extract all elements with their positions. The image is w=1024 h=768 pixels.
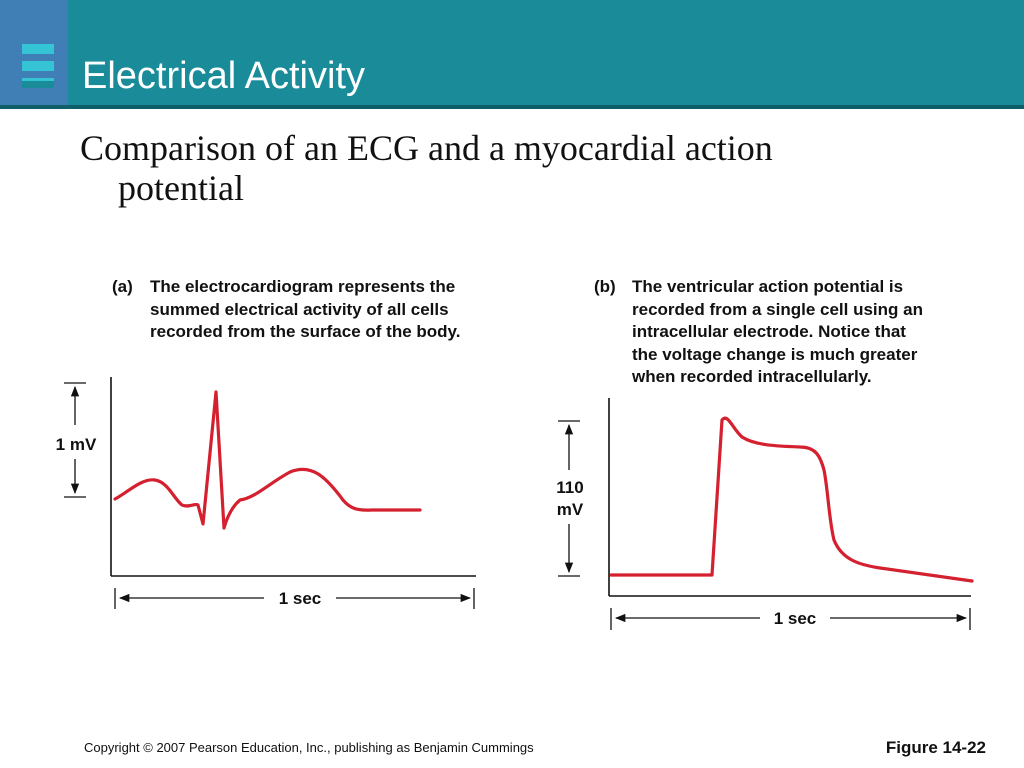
figure-b-caption: (b) The ventricular action potential is … [594, 276, 1014, 386]
figure-a-caption-line: summed electrical activity of all cells [150, 299, 449, 319]
subtitle-line-2: potential [118, 168, 244, 208]
figure-a-caption-line: recorded from the surface of the body. [150, 322, 461, 341]
copyright-text: Copyright © 2007 Pearson Education, Inc.… [84, 740, 534, 755]
figure-b-action-potential-plot: 110 mV 1 sec [556, 398, 974, 630]
header-rule [0, 105, 1024, 109]
figure-b-caption-line: The ventricular action potential is [632, 277, 904, 296]
figure-b-y-scale-label-line-2: mV [557, 500, 584, 519]
figure-a-caption-line: The electrocardiogram represents the [150, 277, 456, 296]
slide-subtitle: Comparison of an ECG and a myocardial ac… [80, 128, 940, 208]
slide-header [0, 0, 1024, 105]
figure-a-y-scale-label: 1 mV [56, 435, 97, 454]
figure-b-caption-line: recorded from a single cell using an [632, 299, 923, 319]
figure-b-caption-line: the voltage change is much greater [632, 344, 918, 364]
logo-bar-2 [22, 61, 54, 71]
figure-number: Figure 14-22 [885, 738, 986, 757]
figure-a-x-scale-label: 1 sec [279, 589, 322, 608]
figure-b-caption-line: when recorded intracellularly. [632, 367, 872, 386]
slide-title: Electrical Activity [82, 55, 365, 97]
action-potential-trace [609, 416, 974, 583]
figure-b-x-scale-label: 1 sec [774, 609, 817, 628]
logo-bar-3 [22, 78, 54, 88]
subtitle-line-1: Comparison of an ECG and a myocardial ac… [80, 128, 773, 168]
figure-b-y-scale-label-line-1: 110 [556, 478, 583, 497]
figure-b-label: (b) [594, 277, 616, 296]
slide-logo-icon [0, 0, 68, 105]
ecg-trace [113, 390, 422, 530]
figure-a-ecg-plot: 1 mV 1 sec [56, 377, 476, 609]
figure-a-caption: (a) The electrocardiogram represents the… [112, 276, 532, 346]
logo-bar-1 [22, 44, 54, 54]
figure-a-label: (a) [112, 277, 133, 296]
figure-b-caption-line: intracellular electrode. Notice that [632, 322, 906, 341]
